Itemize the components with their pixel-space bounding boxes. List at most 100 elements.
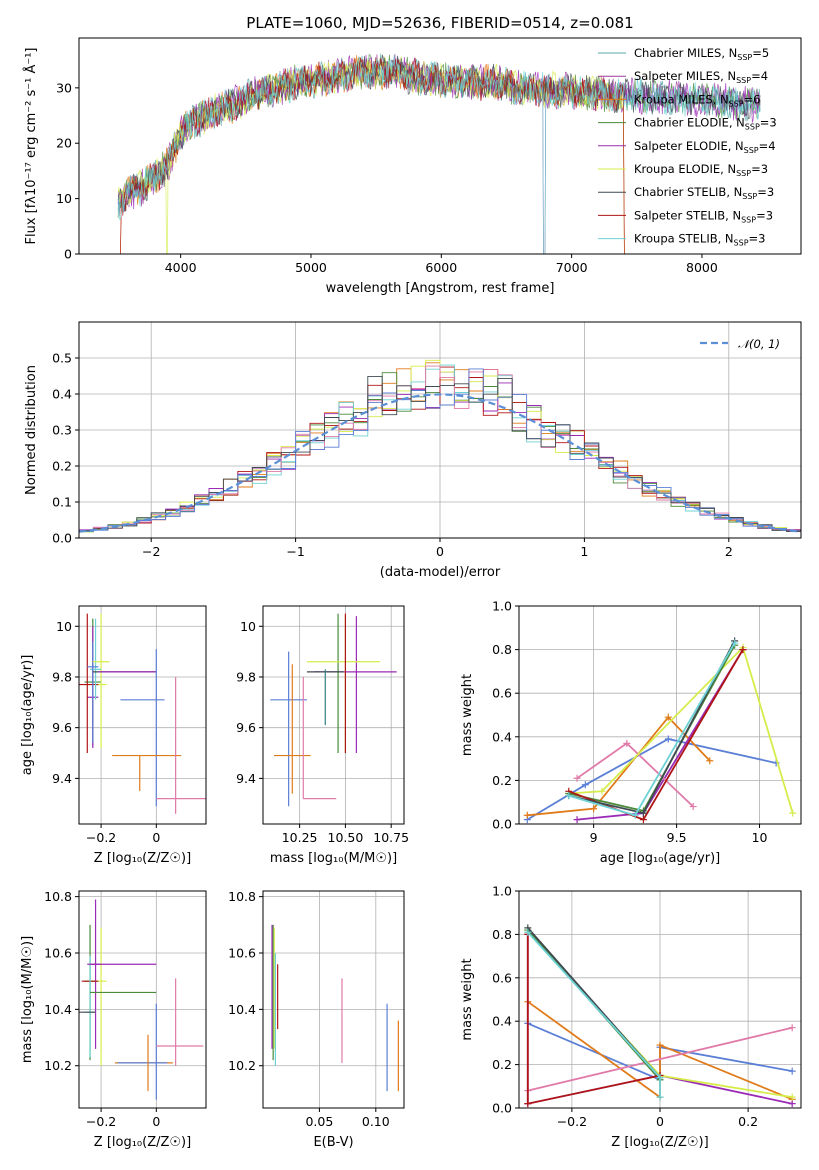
weight-marker bbox=[656, 1093, 664, 1101]
errorbar-series bbox=[270, 613, 397, 807]
weight-marker bbox=[656, 1074, 664, 1082]
legend-subscript: SSP bbox=[737, 53, 752, 62]
panel-residuals: 𝒩(0, 1) −2 −1 0 1 2 0.0 0.1 0.2 0.3 0.4 0.5 (data-mo… bbox=[24, 321, 802, 580]
legend-nssp: =3 bbox=[749, 232, 766, 246]
y-tick-label: 1.0 bbox=[492, 884, 512, 899]
legend-nssp: =6 bbox=[744, 92, 761, 106]
legend-subscript: SSP bbox=[744, 146, 759, 155]
y-axis-label: mass weight bbox=[460, 674, 475, 756]
weight-marker bbox=[623, 739, 631, 747]
y-tick-label: 0.8 bbox=[492, 642, 512, 657]
weight-line bbox=[527, 1026, 793, 1092]
weight-marker bbox=[565, 792, 573, 800]
legend-nssp: =4 bbox=[751, 69, 768, 83]
y-tick-label: 1.0 bbox=[492, 599, 512, 614]
x-tick-label: 6000 bbox=[425, 260, 457, 275]
weight-marker bbox=[639, 809, 647, 817]
y-tick-label: 0.8 bbox=[492, 927, 512, 942]
y-tick-label: 0.2 bbox=[492, 1057, 512, 1072]
weight-marker bbox=[524, 928, 532, 936]
figure-title: PLATE=1060, MJD=52636, FIBERID=0514, z=0… bbox=[246, 14, 633, 32]
errorbar-series bbox=[79, 613, 206, 814]
legend-nssp: =3 bbox=[756, 208, 773, 222]
legend-entry: Salpeter MILES, NSSP=4 bbox=[634, 69, 768, 85]
x-axis-label: (data-model)/error bbox=[380, 565, 501, 580]
y-tick-label: 0.4 bbox=[52, 387, 72, 402]
weight-marker bbox=[689, 803, 697, 811]
spectrum-series bbox=[117, 53, 761, 255]
weight-line bbox=[527, 1000, 793, 1101]
weight-series bbox=[524, 924, 796, 1108]
weight-marker bbox=[590, 805, 598, 813]
y-tick-label: 10.2 bbox=[44, 1058, 72, 1073]
panel-age-weight: 9 9.5 10 0.0 0.2 0.4 0.6 0.8 1.0 age [log₁₀(age/y… bbox=[460, 599, 802, 866]
y-tick-label: 20 bbox=[56, 136, 72, 151]
weight-series bbox=[523, 637, 797, 824]
x-tick-label: −0.2 bbox=[86, 830, 116, 845]
y-tick-label: 30 bbox=[56, 80, 72, 95]
x-tick-label: 0 bbox=[656, 1114, 664, 1129]
y-tick-label: 10 bbox=[240, 619, 256, 634]
x-axis-label: Z [log₁₀(Z/Z☉)] bbox=[611, 1135, 708, 1150]
panel-mass-age: 10.25 10.50 10.75 9.4 9.6 9.8 10 mass [log₁₀(M/… bbox=[236, 605, 409, 866]
y-tick-label: 0.0 bbox=[492, 817, 512, 832]
panel-spectrum: Chabrier MILES, NSSP=5 Salpeter MILES, NS… bbox=[23, 37, 802, 296]
legend-entry: Chabrier ELODIE, NSSP=3 bbox=[634, 116, 777, 132]
y-tick-label: 10.6 bbox=[44, 946, 72, 961]
weight-marker bbox=[524, 1100, 532, 1108]
x-tick-label: 0.05 bbox=[305, 1114, 333, 1129]
y-tick-label: 0.2 bbox=[492, 773, 512, 788]
x-tick-label: 0 bbox=[436, 544, 444, 559]
weight-marker bbox=[581, 781, 589, 789]
legend-entry: Salpeter STELIB, NSSP=3 bbox=[634, 208, 773, 224]
y-tick-label: 0.6 bbox=[492, 686, 512, 701]
errorbar-series bbox=[271, 924, 399, 1092]
x-tick-label: 10 bbox=[752, 830, 768, 845]
weight-marker bbox=[788, 1067, 796, 1075]
y-tick-label: 9.6 bbox=[236, 720, 256, 735]
x-axis-label: Z [log₁₀(Z/Z☉)] bbox=[94, 1135, 191, 1150]
legend-entry: Salpeter ELODIE, NSSP=4 bbox=[634, 139, 776, 155]
x-tick-label: 10.50 bbox=[328, 830, 364, 845]
x-tick-label: 9 bbox=[590, 830, 598, 845]
x-axis-label: wavelength [Angstrom, rest frame] bbox=[326, 281, 555, 296]
legend-nssp: =3 bbox=[760, 116, 777, 130]
axes-frame bbox=[78, 605, 207, 825]
histogram-step bbox=[79, 368, 801, 532]
weight-marker bbox=[664, 735, 672, 743]
legend-subscript: SSP bbox=[741, 215, 756, 224]
x-tick-label: 0 bbox=[152, 1114, 160, 1129]
axes-frame bbox=[78, 37, 802, 255]
y-axis-label: mass weight bbox=[460, 958, 475, 1040]
weight-marker bbox=[573, 774, 581, 782]
normal-curve bbox=[78, 393, 802, 533]
y-tick-label: 10.2 bbox=[228, 1058, 256, 1073]
y-tick-label: 0.6 bbox=[492, 970, 512, 985]
x-axis-label: age [log₁₀(age/yr)] bbox=[600, 851, 721, 866]
x-tick-label: 7000 bbox=[556, 260, 588, 275]
weight-line bbox=[527, 931, 661, 1098]
y-tick-label: 0 bbox=[64, 247, 72, 262]
x-tick-label: 4000 bbox=[165, 260, 197, 275]
y-tick-label: 10.6 bbox=[228, 946, 256, 961]
weight-marker bbox=[639, 816, 647, 824]
panel-z-weight: −0.2 0 0.2 0.0 0.2 0.4 0.6 0.8 1.0 Z [log₁₀(Z/Z☉)… bbox=[460, 884, 802, 1150]
x-tick-label: 2 bbox=[725, 544, 733, 559]
weight-marker bbox=[739, 646, 747, 654]
legend-subscript: SSP bbox=[729, 99, 744, 108]
histogram-step bbox=[79, 375, 801, 532]
y-tick-label: 10.8 bbox=[228, 889, 256, 904]
legend-nssp: =5 bbox=[752, 46, 769, 60]
legend-entry: Kroupa STELIB, NSSP=3 bbox=[634, 232, 765, 248]
histogram-step bbox=[79, 366, 801, 532]
weight-marker bbox=[788, 1024, 796, 1032]
axes-frame bbox=[78, 890, 207, 1109]
y-tick-label: 0.4 bbox=[492, 729, 512, 744]
spectrum-legend: Chabrier MILES, NSSP=5 Salpeter MILES, NS… bbox=[598, 46, 777, 248]
y-tick-label: 0.1 bbox=[52, 495, 72, 510]
panel-z-mass: −0.2 0 10.2 10.4 10.6 10.8 Z [log₁₀(Z/Z☉)] mass… bbox=[20, 889, 207, 1150]
weight-marker bbox=[631, 811, 639, 819]
legend-subscript: SSP bbox=[734, 239, 749, 248]
panel-z-age: −0.2 0 9.4 9.6 9.8 10 Z [log₁₀(Z/Z☉)] age [log₁… bbox=[20, 605, 207, 866]
